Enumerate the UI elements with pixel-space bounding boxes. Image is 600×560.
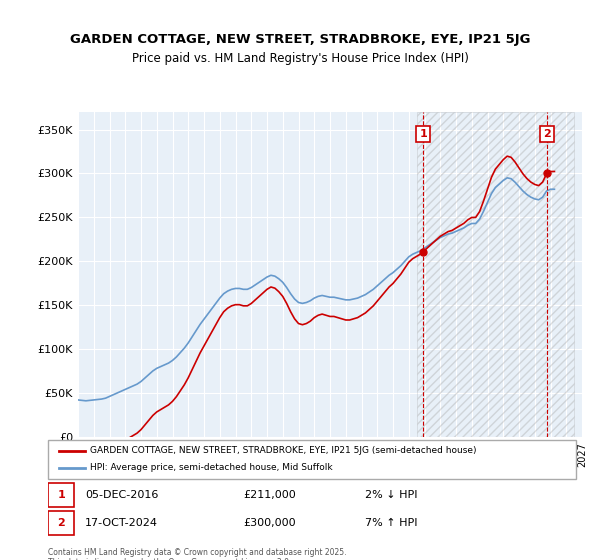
Text: £211,000: £211,000: [244, 490, 296, 500]
FancyBboxPatch shape: [48, 511, 74, 535]
Text: Contains HM Land Registry data © Crown copyright and database right 2025.
This d: Contains HM Land Registry data © Crown c…: [48, 548, 347, 560]
Text: Price paid vs. HM Land Registry's House Price Index (HPI): Price paid vs. HM Land Registry's House …: [131, 52, 469, 66]
Text: 2% ↓ HPI: 2% ↓ HPI: [365, 490, 418, 500]
FancyBboxPatch shape: [48, 440, 576, 479]
Text: 1: 1: [419, 129, 427, 139]
Text: 2: 2: [58, 518, 65, 528]
Text: £300,000: £300,000: [244, 518, 296, 528]
Bar: [416, 112, 574, 437]
Text: HPI: Average price, semi-detached house, Mid Suffolk: HPI: Average price, semi-detached house,…: [90, 463, 333, 472]
Text: 05-DEC-2016: 05-DEC-2016: [85, 490, 158, 500]
Text: 2: 2: [544, 129, 551, 139]
Text: 17-OCT-2024: 17-OCT-2024: [85, 518, 158, 528]
FancyBboxPatch shape: [48, 483, 74, 507]
Text: 7% ↑ HPI: 7% ↑ HPI: [365, 518, 418, 528]
Text: GARDEN COTTAGE, NEW STREET, STRADBROKE, EYE, IP21 5JG (semi-detached house): GARDEN COTTAGE, NEW STREET, STRADBROKE, …: [90, 446, 477, 455]
Text: 1: 1: [58, 490, 65, 500]
Text: GARDEN COTTAGE, NEW STREET, STRADBROKE, EYE, IP21 5JG: GARDEN COTTAGE, NEW STREET, STRADBROKE, …: [70, 32, 530, 46]
